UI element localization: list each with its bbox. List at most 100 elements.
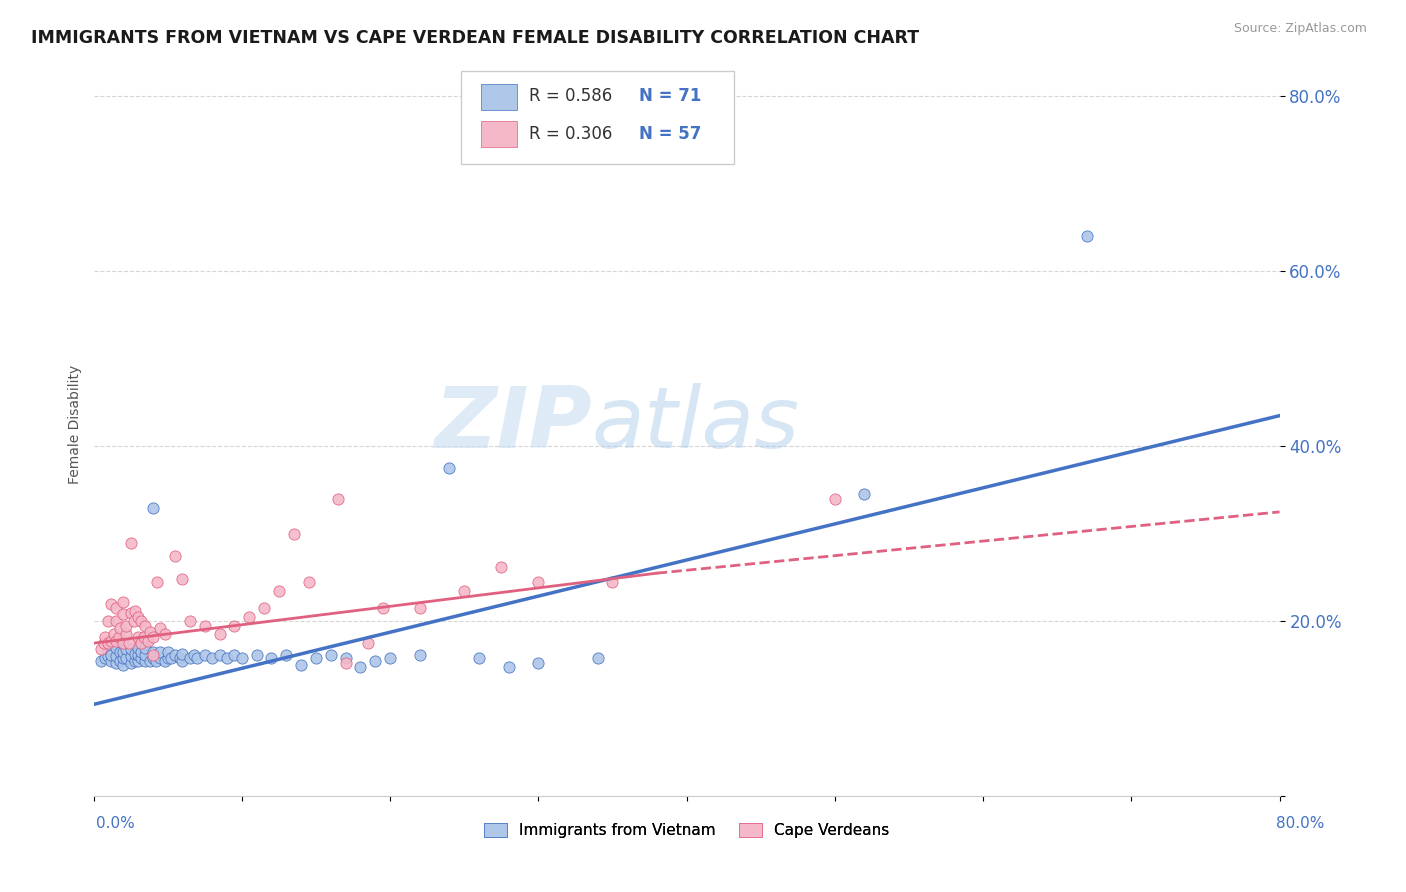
Point — [208, 648, 231, 662]
Point — [112, 651, 135, 665]
Text: R = 0.586: R = 0.586 — [529, 87, 612, 105]
Point — [253, 601, 276, 615]
Text: N = 71: N = 71 — [640, 87, 702, 105]
Point — [100, 654, 122, 668]
Point — [104, 615, 127, 629]
Point — [498, 660, 520, 674]
Point — [100, 648, 122, 662]
Point — [127, 610, 149, 624]
Point — [319, 648, 342, 662]
Point — [97, 642, 120, 657]
Point — [90, 654, 112, 668]
Point — [165, 648, 187, 662]
FancyBboxPatch shape — [461, 71, 734, 164]
Point — [110, 654, 132, 668]
Text: 0.0%: 0.0% — [96, 816, 135, 830]
Point — [335, 657, 357, 671]
Text: R = 0.306: R = 0.306 — [529, 125, 612, 143]
Point — [149, 621, 172, 635]
Point — [103, 627, 125, 641]
Point — [118, 636, 141, 650]
Text: 80.0%: 80.0% — [1277, 816, 1324, 830]
Point — [124, 604, 146, 618]
Legend: Immigrants from Vietnam, Cape Verdeans: Immigrants from Vietnam, Cape Verdeans — [478, 817, 896, 845]
Point — [100, 633, 122, 648]
Point — [127, 640, 149, 655]
Point — [127, 654, 149, 668]
Point — [104, 633, 127, 648]
Point — [224, 618, 246, 632]
Text: atlas: atlas — [592, 383, 800, 466]
Point — [132, 630, 155, 644]
Point — [153, 627, 176, 641]
Point — [100, 597, 122, 611]
Point — [142, 645, 165, 659]
Text: N = 57: N = 57 — [640, 125, 702, 143]
Point — [853, 487, 876, 501]
Point — [142, 500, 165, 515]
Point — [824, 491, 846, 506]
Point — [186, 651, 208, 665]
Point — [142, 630, 165, 644]
Point — [112, 636, 135, 650]
Point — [124, 647, 146, 661]
Point — [122, 615, 145, 629]
Point — [290, 658, 312, 673]
Point — [138, 633, 160, 648]
Point — [97, 636, 120, 650]
Point — [120, 642, 142, 657]
Point — [115, 651, 138, 665]
Point — [120, 649, 142, 664]
Point — [172, 572, 194, 586]
Point — [112, 607, 135, 622]
Point — [586, 651, 609, 665]
Point — [194, 648, 217, 662]
Point — [120, 535, 142, 549]
Point — [409, 601, 432, 615]
Point — [139, 624, 162, 639]
Point — [97, 615, 120, 629]
Point — [120, 657, 142, 671]
Y-axis label: Female Disability: Female Disability — [69, 365, 83, 484]
Point — [110, 621, 132, 635]
Point — [527, 657, 550, 671]
Point — [134, 654, 156, 668]
Point — [169, 651, 191, 665]
Point — [115, 618, 138, 632]
Point — [104, 640, 127, 655]
Point — [115, 642, 138, 657]
Point — [134, 618, 156, 632]
Point — [127, 648, 149, 662]
Point — [104, 657, 127, 671]
Point — [110, 645, 132, 659]
Point — [129, 651, 152, 665]
Point — [156, 645, 179, 659]
Point — [145, 654, 167, 668]
Point — [602, 574, 624, 589]
Point — [107, 630, 129, 644]
Point — [208, 627, 231, 641]
Point — [371, 601, 394, 615]
Bar — [481, 84, 517, 110]
Point — [104, 601, 127, 615]
Point — [156, 651, 179, 665]
Point — [179, 615, 201, 629]
Point — [139, 654, 162, 668]
Point — [194, 618, 217, 632]
Point — [115, 627, 138, 641]
Point — [165, 549, 187, 563]
Point — [409, 648, 432, 662]
Point — [94, 630, 117, 644]
Point — [127, 630, 149, 644]
Point — [378, 651, 401, 665]
Point — [149, 651, 172, 665]
Point — [1076, 229, 1098, 244]
Point — [267, 583, 290, 598]
Point — [305, 651, 328, 665]
Point — [527, 574, 550, 589]
Text: IMMIGRANTS FROM VIETNAM VS CAPE VERDEAN FEMALE DISABILITY CORRELATION CHART: IMMIGRANTS FROM VIETNAM VS CAPE VERDEAN … — [31, 29, 920, 46]
Point — [112, 595, 135, 609]
Point — [149, 645, 172, 659]
Point — [172, 654, 194, 668]
Point — [215, 651, 238, 665]
